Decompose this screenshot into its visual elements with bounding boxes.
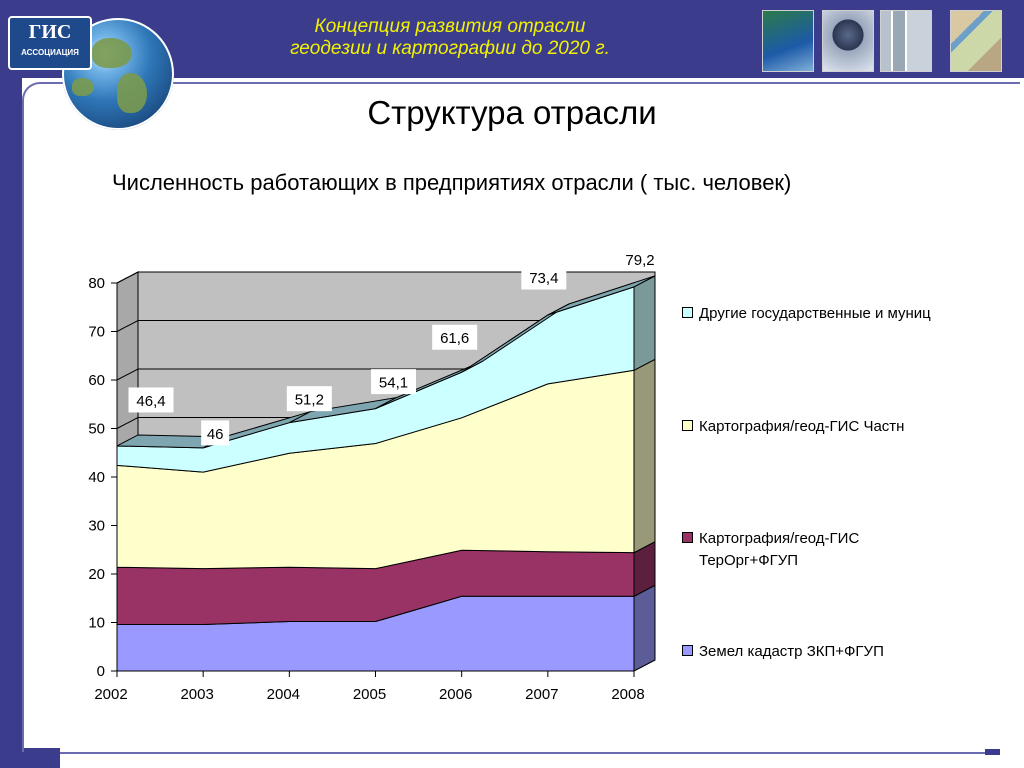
globe-land xyxy=(72,78,94,96)
globe-land xyxy=(117,73,147,113)
data-label-box xyxy=(521,264,567,290)
y-tick-label: 10 xyxy=(88,615,105,632)
y-tick-label: 60 xyxy=(88,372,105,389)
chart-heading: Численность работающих в предприятиях от… xyxy=(112,170,792,195)
slide-frame xyxy=(22,82,1020,752)
map-thumbnail xyxy=(950,10,1002,72)
logo-mark: ГИС xyxy=(28,21,72,43)
surveying-instrument-thumbnail xyxy=(822,10,874,72)
legend-swatch xyxy=(682,532,693,543)
legend-item: Земел кадастр ЗКП+ФГУП xyxy=(682,641,1019,663)
x-tick-label: 2007 xyxy=(525,686,558,703)
header-title: Концепция развития отрасли геодезии и ка… xyxy=(200,16,700,60)
data-label-box xyxy=(201,420,230,446)
bottom-corner xyxy=(0,748,60,768)
data-label-box xyxy=(128,387,174,413)
gridline xyxy=(116,271,655,284)
area-series-1-side xyxy=(633,584,656,672)
x-tick-label: 2004 xyxy=(267,686,300,703)
legend-label: Картография/геод-ГИС Частн xyxy=(699,418,905,435)
legend-label: Другие государственные и муниц xyxy=(699,305,931,322)
left-band xyxy=(0,78,22,758)
legend-item: Другие государственные и муниц xyxy=(682,303,1019,325)
bottom-dash xyxy=(985,749,1000,755)
legend-swatch xyxy=(682,307,693,318)
data-label: 79,2 xyxy=(625,252,654,269)
legend-item: Картография/геод-ГИС ТерОрг+ФГУП xyxy=(682,528,904,572)
data-label: 73,4 xyxy=(529,270,558,287)
legend-label: Картография/геод-ГИС ТерОрг+ФГУП xyxy=(699,530,860,569)
logo: ГИС АССОЦИАЦИЯ xyxy=(8,16,92,70)
area-top-surface xyxy=(547,275,656,316)
header-title-line1: Концепция развития отрасли xyxy=(314,16,586,37)
software-box-thumbnail xyxy=(762,10,814,72)
y-tick-label: 50 xyxy=(88,421,105,438)
area-series-4-side xyxy=(633,275,656,372)
gridline xyxy=(116,320,655,332)
legend-item: Картография/геод-ГИС Частн xyxy=(682,416,1019,438)
globe-land xyxy=(92,38,132,68)
x-tick-label: 2008 xyxy=(611,686,644,703)
x-tick-label: 2005 xyxy=(353,686,386,703)
data-label-box xyxy=(286,386,332,412)
y-tick-label: 40 xyxy=(88,469,105,486)
data-label-box xyxy=(371,369,416,395)
legend-swatch xyxy=(682,420,693,431)
header-title-line2: геодезии и картографии до 2020 г. xyxy=(290,38,610,59)
logo-subtitle: АССОЦИАЦИЯ xyxy=(21,48,79,57)
legend-swatch xyxy=(682,645,693,656)
data-label: 61,6 xyxy=(440,330,469,347)
x-tick-label: 2002 xyxy=(94,686,127,703)
buildings-thumbnail xyxy=(880,10,932,72)
slide-title: Структура отрасли xyxy=(367,94,657,131)
globe-image xyxy=(62,18,174,130)
y-tick-label: 70 xyxy=(88,324,105,341)
area-series-3-side xyxy=(633,358,656,554)
y-tick-label: 30 xyxy=(88,518,105,535)
legend-label: Земел кадастр ЗКП+ФГУП xyxy=(699,643,884,660)
y-tick-label: 20 xyxy=(88,566,105,583)
data-label: 46,4 xyxy=(136,393,165,410)
data-label: 46 xyxy=(207,426,224,443)
y-tick-label: 0 xyxy=(97,663,105,680)
data-label: 51,2 xyxy=(295,392,324,409)
data-label-box xyxy=(432,324,478,350)
data-label-box xyxy=(617,246,663,272)
data-label: 54,1 xyxy=(379,375,408,392)
bottom-rule xyxy=(60,752,985,754)
y-tick-label: 80 xyxy=(88,275,105,292)
x-tick-label: 2003 xyxy=(180,686,213,703)
x-tick-label: 2006 xyxy=(439,686,472,703)
